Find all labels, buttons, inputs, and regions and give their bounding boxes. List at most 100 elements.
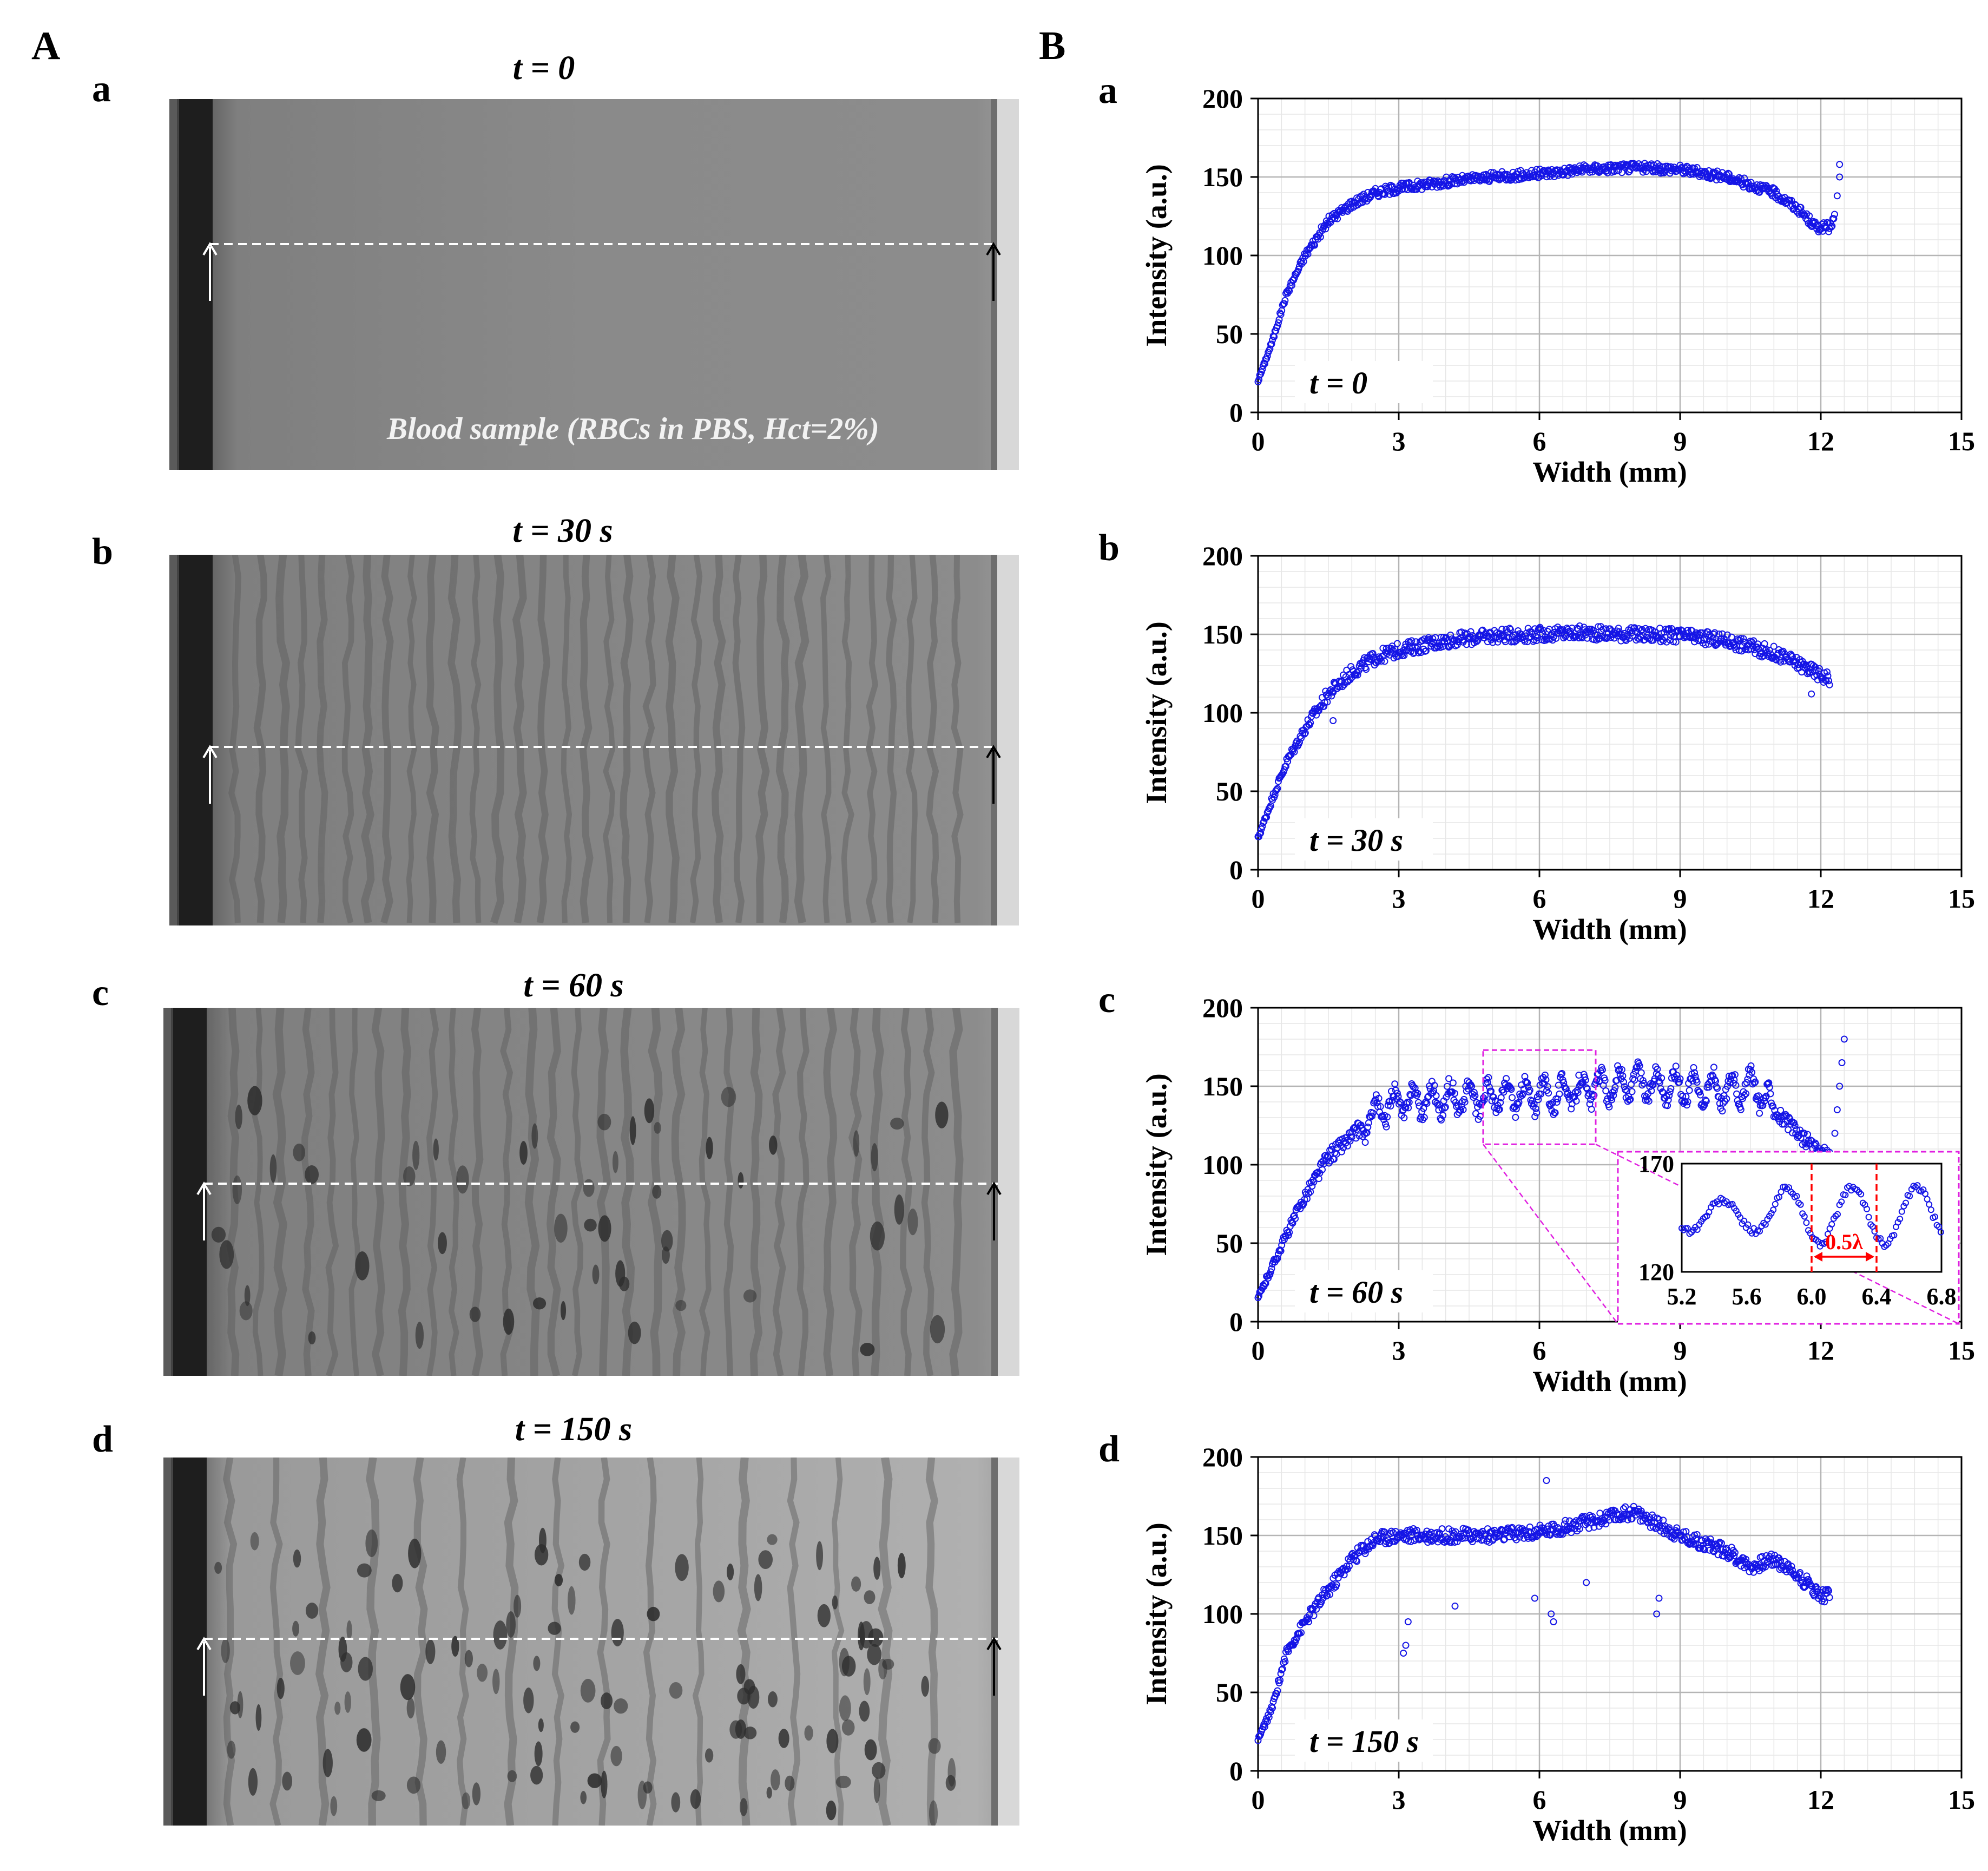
cell-aggregate [644, 1098, 655, 1124]
cell-aggregate [597, 1113, 611, 1131]
cell-aggregate [945, 1775, 956, 1791]
cell-aggregate [290, 1651, 305, 1675]
inset-y-tick-label: 170 [1638, 1151, 1674, 1177]
y-axis-label: Intensity (a.u.) [1140, 1522, 1173, 1705]
data-point [1280, 766, 1288, 773]
sedimentation-stripe [316, 555, 328, 923]
data-point [1361, 1139, 1369, 1146]
cell-aggregate [816, 1541, 824, 1571]
sedimentation-stripe [579, 555, 594, 923]
cell-aggregate [851, 1576, 861, 1592]
data-point-outlier [1400, 1650, 1407, 1657]
data-point [1268, 1265, 1275, 1272]
data-point [1278, 1242, 1286, 1249]
data-point-outlier [1583, 1579, 1590, 1586]
data-point [1562, 1517, 1569, 1524]
cell-aggregate [754, 1574, 762, 1601]
y-tick-label: 150 [1202, 1071, 1243, 1101]
sedimentation-stripe [275, 555, 291, 923]
data-point [1803, 1572, 1811, 1580]
data-point [1563, 1523, 1571, 1531]
data-point [1767, 1090, 1774, 1098]
data-point [1658, 1074, 1666, 1082]
sedimentation-stripe [348, 1008, 360, 1376]
channel-wall-right [997, 1008, 1019, 1376]
data-point [1274, 1687, 1281, 1695]
data-point [1364, 1124, 1372, 1131]
data-point [1330, 679, 1338, 686]
y-tick-label: 200 [1202, 993, 1243, 1023]
data-point [1631, 1076, 1638, 1084]
data-point [1655, 1515, 1663, 1523]
data-point [1310, 1612, 1318, 1619]
sedimentation-stripe [642, 555, 656, 923]
sedimentation-stripe [426, 1008, 439, 1376]
inset-data-point [1867, 1221, 1874, 1228]
data-point [1747, 1062, 1755, 1069]
sedimentation-stripe [794, 555, 809, 924]
inset-data-point [1859, 1199, 1866, 1206]
data-point [1684, 1098, 1691, 1106]
data-point [1467, 628, 1474, 635]
cell-aggregate [873, 1557, 881, 1580]
x-tick-label: 6 [1533, 1335, 1546, 1365]
inset-data-point [1865, 1213, 1872, 1220]
data-point [1825, 1587, 1833, 1594]
x-tick-label: 12 [1807, 883, 1834, 914]
cell-aggregate [371, 1790, 386, 1801]
cell-aggregate [514, 1594, 522, 1618]
sedimentation-stripe [865, 555, 879, 924]
sedimentation-stripe [886, 555, 897, 923]
data-point-outlier [1836, 1082, 1844, 1090]
inset-data-point [1741, 1217, 1748, 1224]
data-point [1628, 1088, 1636, 1095]
cell-aggregate [870, 1221, 885, 1251]
data-point [1301, 730, 1308, 738]
cell-aggregate [534, 1741, 543, 1767]
arrow-start-head [196, 1637, 212, 1651]
cell-aggregate [433, 1138, 439, 1161]
data-point [1362, 666, 1370, 673]
data-point [1254, 1737, 1262, 1744]
y-tick-label: 50 [1216, 776, 1243, 806]
data-point [1346, 1137, 1354, 1145]
inset-data-point [1927, 1206, 1934, 1213]
data-point [1274, 322, 1281, 330]
data-point [1259, 366, 1266, 373]
data-point [1690, 1064, 1697, 1072]
data-point [1826, 681, 1833, 688]
data-point [1610, 1087, 1618, 1094]
data-point [1646, 635, 1654, 642]
cell-aggregate [858, 1621, 865, 1651]
cell-aggregate [506, 1611, 516, 1638]
data-point [1654, 1066, 1661, 1073]
data-point [1414, 1089, 1421, 1097]
sedimentation-stripe [223, 1458, 238, 1826]
data-point-outlier [1836, 173, 1844, 181]
data-point-outlier [1655, 1594, 1663, 1602]
inset-arrowhead-right [1866, 1252, 1874, 1262]
chart-sub-label: d [1098, 1428, 1120, 1470]
data-point [1583, 1085, 1591, 1093]
y-tick-label: 150 [1202, 619, 1243, 649]
data-point [1582, 1076, 1589, 1084]
sedimentation-stripe [823, 1008, 838, 1376]
data-point [1777, 1107, 1785, 1114]
data-point [1509, 168, 1517, 176]
data-point [1377, 1102, 1384, 1110]
data-point-outlier [1402, 1642, 1410, 1649]
cell-aggregate [628, 1321, 641, 1344]
data-point [1752, 1078, 1759, 1086]
cell-aggregate [890, 1118, 904, 1130]
sedimentation-stripe [772, 1008, 786, 1376]
data-point [1622, 1503, 1629, 1511]
data-point [1696, 1545, 1704, 1552]
data-point [1711, 629, 1719, 636]
sedimentation-stripe [269, 1458, 284, 1826]
data-point [1461, 1098, 1469, 1106]
sedimentation-stripe [737, 1458, 752, 1826]
sedimentation-stripe [620, 1008, 635, 1376]
data-point [1369, 1110, 1377, 1117]
data-point [1731, 1071, 1739, 1079]
data-point [1583, 1084, 1590, 1092]
